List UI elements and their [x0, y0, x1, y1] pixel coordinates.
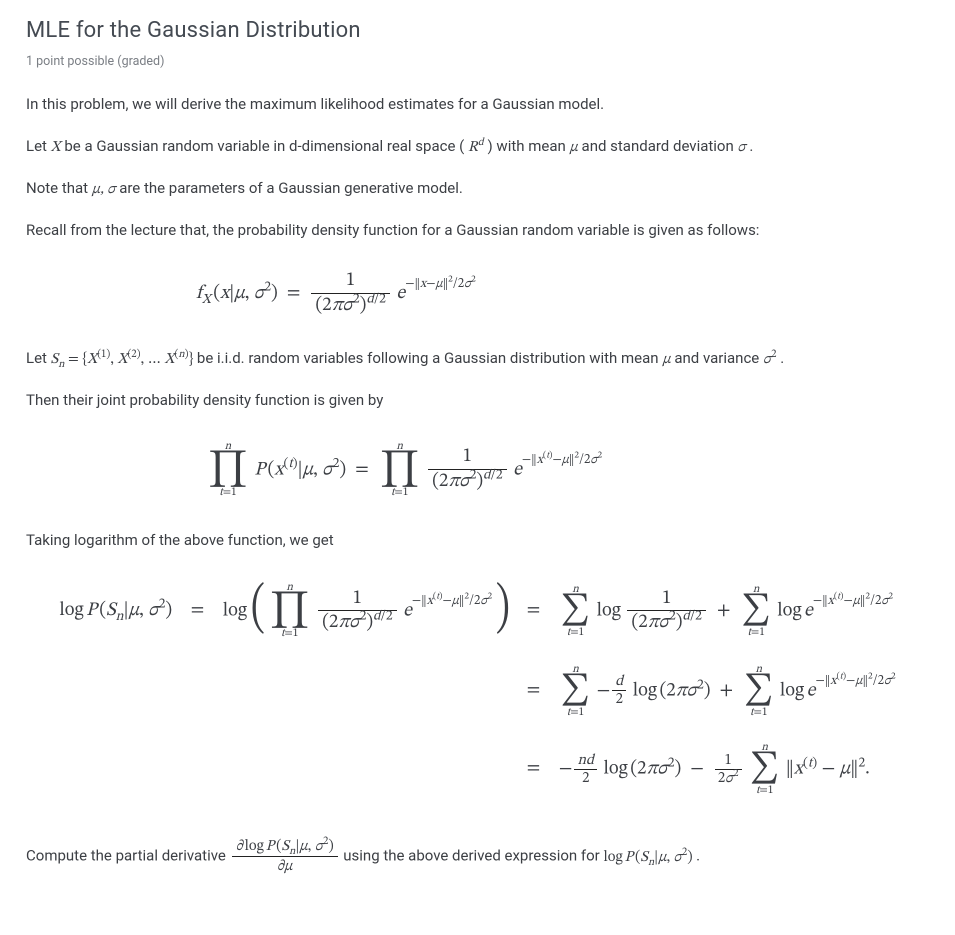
math-R: R	[468, 140, 478, 155]
math-mu-2: μ	[662, 352, 670, 367]
text-fragment: ) with mean	[487, 137, 569, 155]
text-fragment: and standard deviation	[582, 137, 738, 155]
product-operator: n ∏ t=1	[380, 441, 420, 499]
math-sigma-base: σ	[763, 352, 771, 367]
equation-pdf: fX (x|μ, σ2) = 1 (2πσ2)d/2 e−‖x−μ‖2/2σ2	[26, 270, 929, 317]
text-fragment: be a Gaussian random variable in d-dimen…	[64, 137, 464, 155]
math-mu: μ	[570, 140, 578, 155]
text-fragment: and variance	[674, 349, 763, 367]
text-fragment: Let	[26, 349, 51, 367]
equation-log-expansion: log P (Sn|μ, σ2) = log ( n ∏ t=1 1 (2πσ2…	[26, 570, 929, 808]
math-sigma: σ	[738, 140, 746, 155]
paragraph-let-x: Let X be a Gaussian random variable in d…	[26, 135, 929, 159]
intro-paragraph: In this problem, we will derive the maxi…	[26, 93, 929, 116]
paragraph-joint-pdf: Then their joint probability density fun…	[26, 389, 929, 412]
math-X: X	[51, 140, 61, 155]
text-fragment: Compute the partial derivative	[26, 847, 230, 865]
math-Sn-def: Sn = {X(1), X(2), … X(n)}	[51, 352, 197, 367]
paragraph-note-params: Note that μ, σ are the parameters of a G…	[26, 177, 929, 201]
math-mu-sigma: μ, σ	[92, 182, 116, 197]
equation-joint-pdf: n ∏ t=1 P (x(t)|μ, σ2) = n ∏ t=1 1 (2πσ2…	[26, 441, 929, 499]
math-sigma2: σ2	[763, 352, 777, 367]
paragraph-recall-pdf: Recall from the lecture that, the probab…	[26, 219, 929, 242]
product-operator: n ∏ t=1	[208, 441, 248, 499]
text-fragment: Let	[26, 137, 51, 155]
paragraph-compute-derivative: Compute the partial derivative ∂ log P (…	[26, 838, 929, 876]
text-fragment: are the parameters of a Gaussian generat…	[119, 179, 463, 197]
math-d-sup: d	[478, 137, 484, 148]
points-possible: 1 point possible (graded)	[26, 52, 929, 71]
math-logP-Sn: log P (Sn|μ, σ2)	[603, 850, 696, 865]
text-fragment: .	[696, 847, 700, 865]
math-partial-derivative: ∂ log P (Sn|μ, σ2) ∂μ	[230, 849, 344, 864]
text-fragment: .	[749, 137, 753, 155]
math-Rd: Rd	[468, 140, 484, 155]
text-fragment: .	[780, 349, 784, 367]
text-fragment: using the above derived expression for	[343, 847, 603, 865]
paragraph-let-sn: Let Sn = {X(1), X(2), … X(n)} be i.i.d. …	[26, 347, 929, 371]
text-fragment: Note that	[26, 179, 92, 197]
text-fragment: be i.i.d. random variables following a G…	[197, 349, 662, 367]
page-title: MLE for the Gaussian Distribution	[26, 14, 929, 48]
paragraph-log: Taking logarithm of the above function, …	[26, 529, 929, 552]
